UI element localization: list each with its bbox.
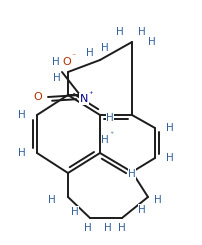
Text: H: H	[18, 148, 26, 158]
Text: N: N	[80, 94, 88, 104]
Text: H: H	[53, 73, 61, 83]
Text: H: H	[116, 27, 124, 37]
Text: H: H	[148, 37, 156, 47]
Text: H: H	[18, 110, 26, 120]
Text: H: H	[84, 223, 92, 233]
Text: ⁺: ⁺	[89, 89, 93, 98]
Text: H: H	[52, 57, 60, 67]
Text: H: H	[86, 48, 94, 58]
Text: H: H	[104, 223, 112, 233]
Text: H: H	[71, 207, 79, 217]
Text: ⁺: ⁺	[110, 130, 114, 138]
Text: H: H	[138, 205, 146, 215]
Text: H: H	[166, 123, 174, 133]
Text: H: H	[154, 195, 162, 205]
Text: H: H	[106, 113, 114, 123]
Text: H: H	[118, 223, 126, 233]
Text: H: H	[101, 43, 109, 53]
Text: O: O	[63, 57, 71, 67]
Text: ⁻: ⁻	[72, 51, 76, 61]
Text: H: H	[166, 153, 174, 163]
Text: H: H	[48, 195, 56, 205]
Text: H: H	[128, 169, 136, 179]
Text: O: O	[34, 92, 42, 102]
Text: H: H	[138, 27, 146, 37]
Text: H: H	[101, 135, 109, 145]
